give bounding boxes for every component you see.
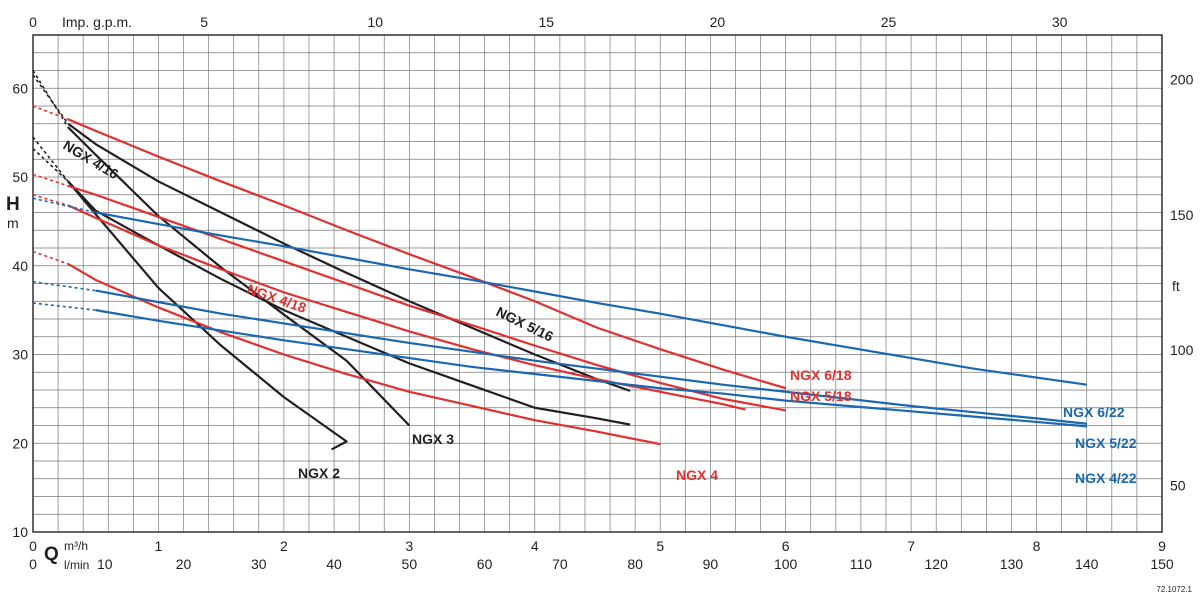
x-tick-label-m3h: 3 <box>405 538 413 554</box>
x-tick-label-lmin: 60 <box>477 556 493 572</box>
footnote-code: 72.1072.1 <box>1156 585 1192 594</box>
x-tick-label-lmin: 50 <box>402 556 418 572</box>
curve-extension-dashed <box>32 148 69 183</box>
x-tick-label-lmin: 0 <box>29 556 37 572</box>
curve-line <box>67 263 661 446</box>
curve-label: NGX 6/22 <box>1063 404 1125 420</box>
x-tick-label-m3h: 1 <box>155 538 163 554</box>
y-tick-label-right: 150 <box>1170 207 1194 223</box>
x-tick-label-m3h: 7 <box>907 538 915 554</box>
x-axis-unit-lmin: l/min <box>64 558 89 572</box>
y-tick-label-left: 60 <box>12 80 28 96</box>
curve-label: NGX 4 <box>676 467 718 483</box>
curve-line <box>67 126 411 427</box>
x-tick-label-lmin: 120 <box>925 556 949 572</box>
x-tick-label-top: 30 <box>1052 14 1068 30</box>
y-tick-label-left: 20 <box>12 435 28 451</box>
plot-border <box>32 34 1163 533</box>
x-tick-label-lmin: 100 <box>774 556 798 572</box>
curve-extension-dashed <box>32 197 96 214</box>
x-tick-label-lmin: 130 <box>1000 556 1024 572</box>
curve-extension-dashed <box>32 280 96 292</box>
grid <box>32 34 1163 533</box>
x-axis-label-top: Imp. g.p.m. <box>62 14 132 30</box>
y-tick-label-right: 200 <box>1170 72 1194 88</box>
x-tick-label-m3h: 8 <box>1033 538 1041 554</box>
x-tick-label-top: 0 <box>29 14 37 30</box>
curve-label: NGX 5/22 <box>1075 435 1137 451</box>
x-tick-label-lmin: 40 <box>326 556 342 572</box>
curve-label: NGX 5/16 <box>494 303 556 344</box>
x-axis-unit-m3h: m³/h <box>64 539 88 553</box>
x-tick-label-m3h: 4 <box>531 538 539 554</box>
y-tick-label-right: 50 <box>1170 477 1186 493</box>
curve-extension-dashed <box>32 74 69 125</box>
curve-line <box>67 118 786 390</box>
curve-label: NGX 4/18 <box>245 281 309 316</box>
x-tick-label-m3h: 9 <box>1158 538 1166 554</box>
curve-line <box>67 204 746 411</box>
y-axis-unit-right: ft <box>1172 278 1180 294</box>
x-tick-label-m3h: 6 <box>782 538 790 554</box>
x-tick-label-lmin: 10 <box>97 556 113 572</box>
curve-label: NGX 4/22 <box>1075 470 1137 486</box>
x-tick-label-lmin: 110 <box>850 556 873 572</box>
x-tick-label-m3h: 5 <box>656 538 664 554</box>
x-tick-label-top: 25 <box>881 14 897 30</box>
y-tick-label-left: 40 <box>12 258 28 274</box>
x-tick-label-lmin: 20 <box>176 556 192 572</box>
y-axis-label: H <box>6 194 20 215</box>
curve-label: NGX 4/16 <box>60 137 121 182</box>
curve-label: NGX 5/18 <box>790 388 852 404</box>
curve-extension-dashed <box>32 302 96 311</box>
curves <box>32 70 1087 451</box>
x-tick-label-top: 15 <box>539 14 555 30</box>
curve-line <box>95 309 1087 428</box>
x-tick-label-lmin: 140 <box>1075 556 1099 572</box>
curve-extension-dashed <box>32 250 69 265</box>
x-tick-label-lmin: 80 <box>627 556 643 572</box>
x-tick-label-top: 20 <box>710 14 726 30</box>
y-tick-label-left: 50 <box>12 169 28 185</box>
curve-line <box>67 180 348 451</box>
y-tick-label-left: 10 <box>12 524 28 540</box>
curve-label: NGX 2 <box>298 465 340 481</box>
x-tick-label-m3h: 2 <box>280 538 288 554</box>
x-tick-label-m3h: 0 <box>29 538 37 554</box>
x-tick-label-lmin: 30 <box>251 556 267 572</box>
curve-line <box>67 184 786 412</box>
curve-extension-dashed <box>32 105 69 121</box>
x-tick-label-top: 10 <box>367 14 383 30</box>
plot-frame <box>32 34 1163 533</box>
curve-extension-dashed <box>32 173 69 187</box>
curve-line <box>67 180 631 426</box>
curve-extension-dashed <box>32 70 69 128</box>
x-tick-label-lmin: 90 <box>703 556 719 572</box>
curve-label: NGX 3 <box>412 431 454 447</box>
y-tick-label-left: 30 <box>12 347 28 363</box>
y-axis-unit: m <box>7 215 19 231</box>
curve-extension-dashed <box>32 193 69 207</box>
curve-line <box>95 211 1087 386</box>
x-tick-label-lmin: 70 <box>552 556 568 572</box>
curve-label: NGX 6/18 <box>790 367 852 383</box>
y-tick-label-right: 100 <box>1170 342 1194 358</box>
x-tick-label-lmin: 150 <box>1150 556 1174 572</box>
curve-labels: NGX 2 NGX 3 NGX 4/16 NGX 5/16 NGX 4 NGX 4/18 N… <box>60 137 1136 486</box>
x-tick-label-top: 5 <box>200 14 208 30</box>
curve-line <box>95 289 1087 425</box>
x-axis-label-q: Q <box>44 544 59 565</box>
